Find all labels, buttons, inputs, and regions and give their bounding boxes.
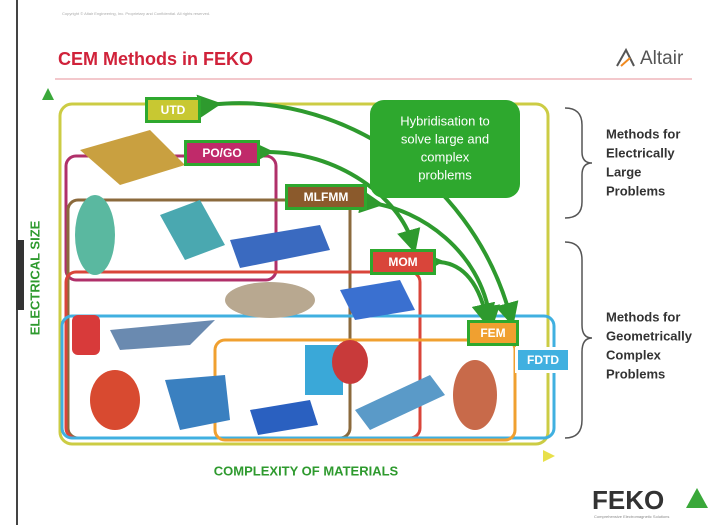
brace-large bbox=[565, 108, 592, 218]
y-axis-label: ELECTRICAL SIZE bbox=[27, 220, 42, 335]
altair-icon-accent bbox=[621, 58, 630, 66]
head-image bbox=[332, 340, 368, 384]
callout-line: problems bbox=[418, 167, 472, 182]
group-line: Electrically bbox=[606, 145, 675, 160]
method-label: MOM bbox=[388, 255, 417, 269]
array-image bbox=[160, 200, 225, 260]
feko-icon bbox=[686, 488, 708, 508]
group-labels: Methods for Electrically Large Problems Meth… bbox=[606, 126, 693, 381]
group-line: Complex bbox=[606, 347, 662, 362]
altair-icon bbox=[617, 50, 634, 66]
method-label: FEM bbox=[480, 326, 505, 340]
edge-tab bbox=[16, 240, 24, 310]
x-axis-label: COMPLEXITY OF MATERIALS bbox=[214, 463, 399, 478]
pcb-image bbox=[355, 375, 445, 430]
feko-tagline: Comprehensive Electromagnetic Solutions bbox=[594, 514, 669, 519]
callout-line: complex bbox=[421, 149, 470, 164]
copyright: Copyright © Altair Engineering, Inc. Pro… bbox=[62, 11, 210, 16]
x-arrow bbox=[543, 450, 555, 462]
method-label: FDTD bbox=[527, 353, 559, 367]
group-line: Problems bbox=[606, 366, 665, 381]
head2-image bbox=[453, 360, 497, 430]
brace-complex bbox=[565, 242, 592, 438]
ship-image bbox=[80, 130, 185, 185]
pattern-image bbox=[90, 370, 140, 430]
group-line: Methods for bbox=[606, 126, 680, 141]
horn-image bbox=[165, 375, 230, 430]
callout-line: Hybridisation to bbox=[400, 113, 490, 128]
cyl-image bbox=[72, 315, 100, 355]
car-image bbox=[225, 282, 315, 318]
arrow-mom-fem bbox=[432, 262, 486, 316]
callout-line: solve large and bbox=[401, 131, 489, 146]
slide: Copyright © Altair Engineering, Inc. Pro… bbox=[0, 0, 720, 525]
reflector-image bbox=[75, 195, 115, 275]
filter-image bbox=[250, 400, 318, 435]
group-line: Problems bbox=[606, 183, 665, 198]
altair-logo: Altair bbox=[640, 48, 684, 69]
group-line: Geometrically bbox=[606, 328, 693, 343]
y-arrow bbox=[42, 88, 54, 100]
method-label: UTD bbox=[161, 103, 186, 117]
group-line: Large bbox=[606, 164, 641, 179]
feko-logo: FEKO bbox=[592, 485, 664, 515]
title: CEM Methods in FEKO bbox=[58, 49, 253, 69]
jet-image bbox=[110, 320, 215, 350]
method-label: MLFMM bbox=[304, 190, 349, 204]
group-line: Methods for bbox=[606, 309, 680, 324]
ship2-image bbox=[230, 225, 330, 268]
method-label: PO/GO bbox=[202, 146, 241, 160]
